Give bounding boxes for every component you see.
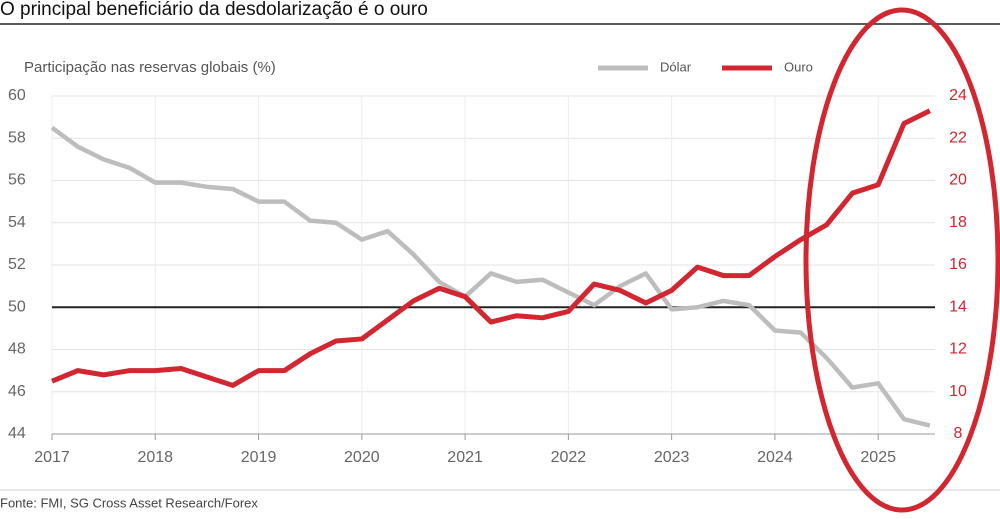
y-tick-label: 44 (8, 425, 26, 442)
y2-tick-label: 16 (949, 256, 967, 273)
y2-tick-label: 10 (949, 383, 967, 400)
y-tick-label: 54 (8, 214, 26, 231)
y2-tick-label: 12 (949, 341, 967, 358)
legend-label: Ouro (784, 59, 813, 74)
y2-tick-label: 18 (949, 214, 967, 231)
y-tick-label: 58 (8, 129, 26, 146)
x-tick-label: 2025 (860, 449, 896, 466)
y-axis-label: Participação nas reservas globais (%) (24, 59, 276, 76)
x-tick-label: 2022 (551, 449, 587, 466)
y2-tick-label: 22 (949, 129, 967, 146)
chart-title: O principal beneficiário da desdolarizaç… (0, 0, 428, 20)
x-tick-label: 2017 (34, 449, 70, 466)
y-tick-label: 50 (8, 298, 26, 315)
y-tick-label: 56 (8, 172, 26, 189)
y-tick-label: 52 (8, 256, 26, 273)
y-tick-label: 46 (8, 383, 26, 400)
x-tick-label: 2020 (344, 449, 380, 466)
legend-label: Dólar (660, 59, 692, 74)
x-tick-label: 2021 (447, 449, 483, 466)
series-line (51, 108, 931, 388)
x-tick-label: 2018 (137, 449, 173, 466)
y-tick-label: 60 (8, 87, 26, 104)
series-line (50, 125, 931, 428)
x-tick-label: 2019 (241, 449, 277, 466)
y2-tick-label: 24 (949, 87, 967, 104)
source: Fonte: FMI, SG Cross Asset Research/Fore… (0, 495, 258, 510)
y2-tick-label: 20 (949, 172, 967, 189)
y2-tick-label: 14 (949, 298, 967, 315)
highlight-ellipse (803, 7, 1000, 513)
y-tick-label: 48 (8, 341, 26, 358)
x-tick-label: 2024 (757, 449, 793, 466)
x-tick-label: 2023 (654, 449, 690, 466)
y2-tick-label: 8 (954, 425, 963, 442)
